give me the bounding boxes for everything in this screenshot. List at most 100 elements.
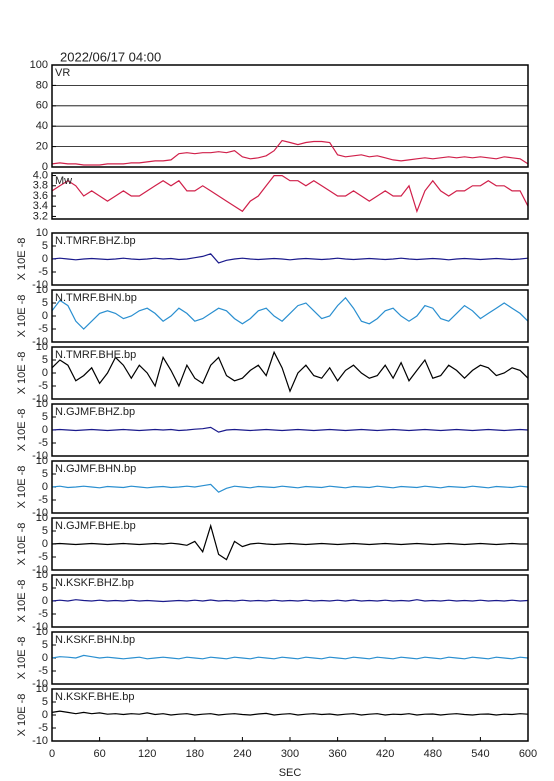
panel-label: N.GJMF.BHE.bp [55, 520, 136, 532]
panel-frame [51, 64, 529, 168]
trace [51, 175, 529, 214]
y-tick-label: 5 [42, 696, 48, 708]
y-tick-label: 0 [42, 652, 48, 664]
x-axis-label: SEC [279, 767, 302, 779]
y-tick-label: -5 [38, 551, 48, 563]
y-tick-label: 3.6 [33, 190, 48, 202]
panel-frame [51, 574, 529, 628]
y-tick-label: 10 [36, 455, 48, 467]
y-tick-label: 10 [36, 284, 48, 296]
y-tick-label: 0 [42, 367, 48, 379]
y-tick-label: 10 [36, 227, 48, 239]
y-tick-label: 5 [42, 297, 48, 309]
y-tick-label: 40 [36, 120, 48, 132]
panel-frame [51, 289, 529, 343]
x-tick-label: 600 [519, 748, 537, 760]
y-tick-label: -5 [38, 437, 48, 449]
x-tick-label: 120 [138, 748, 156, 760]
y-tick-label: -10 [32, 564, 48, 576]
y-tick-label: -10 [32, 507, 48, 519]
trace [51, 654, 529, 660]
panel-frame [51, 346, 529, 400]
y-tick-label: 0 [42, 595, 48, 607]
x-tick-label: 480 [424, 748, 442, 760]
y-tick-label: -10 [32, 678, 48, 690]
y-tick-label: -10 [32, 279, 48, 291]
y-tick-label: 0 [42, 481, 48, 493]
y-axis-label: X 10E -8 [16, 637, 28, 680]
y-tick-label: 0 [42, 709, 48, 721]
y-tick-label: -5 [38, 266, 48, 278]
y-tick-label: -5 [38, 722, 48, 734]
chart-title: 2022/06/17 04:00 [60, 49, 161, 64]
y-tick-label: 5 [42, 468, 48, 480]
y-axis-label: X 10E -8 [16, 238, 28, 281]
y-tick-label: 10 [36, 683, 48, 695]
y-tick-label: 0 [42, 161, 48, 173]
y-axis-label: X 10E -8 [16, 466, 28, 509]
y-tick-label: -10 [32, 621, 48, 633]
x-tick-label: 240 [233, 748, 251, 760]
y-axis-label: X 10E -8 [16, 295, 28, 338]
panel-label: N.KSKF.BHN.bp [55, 634, 135, 646]
y-tick-label: 3.4 [33, 200, 48, 212]
y-tick-label: 80 [36, 79, 48, 91]
panel-frame [51, 460, 529, 514]
y-tick-label: 5 [42, 639, 48, 651]
y-tick-label: -5 [38, 323, 48, 335]
x-tick-label: 180 [186, 748, 204, 760]
y-tick-label: -5 [38, 380, 48, 392]
y-tick-label: 0 [42, 310, 48, 322]
panel-label: N.KSKF.BHZ.bp [55, 577, 134, 589]
x-tick-label: 540 [471, 748, 489, 760]
y-axis-label: X 10E -8 [16, 352, 28, 395]
trace [51, 523, 528, 561]
panel-label: N.GJMF.BHN.bp [55, 463, 136, 475]
y-axis-label: X 10E -8 [16, 580, 28, 623]
trace [51, 710, 529, 716]
x-tick-label: 0 [49, 748, 55, 760]
y-tick-label: -10 [32, 450, 48, 462]
y-tick-label: -10 [32, 393, 48, 405]
y-tick-label: -5 [38, 494, 48, 506]
y-tick-label: -10 [32, 735, 48, 747]
y-tick-label: 5 [42, 525, 48, 537]
panel-label: N.KSKF.BHE.bp [55, 691, 134, 703]
trace [51, 253, 529, 264]
trace [51, 350, 529, 393]
y-tick-label: 20 [36, 141, 48, 153]
y-axis-label: X 10E -8 [16, 523, 28, 566]
y-tick-label: 10 [36, 512, 48, 524]
y-tick-label: 10 [36, 341, 48, 353]
panel-label: N.TMRF.BHE.bp [55, 349, 136, 361]
y-tick-label: -5 [38, 608, 48, 620]
x-tick-label: 360 [328, 748, 346, 760]
y-tick-label: 10 [36, 626, 48, 638]
y-tick-label: -10 [32, 336, 48, 348]
panel-frame [51, 631, 529, 685]
panel-frame [51, 172, 529, 220]
y-tick-label: 10 [36, 569, 48, 581]
panel-frame [51, 403, 529, 457]
trace [51, 296, 529, 330]
x-tick-label: 300 [281, 748, 299, 760]
y-tick-label: 10 [36, 398, 48, 410]
y-tick-label: 5 [42, 240, 48, 252]
x-tick-label: 420 [376, 748, 394, 760]
y-axis-label: X 10E -8 [16, 409, 28, 452]
panel-frame [51, 232, 529, 286]
y-tick-label: 3.2 [33, 210, 48, 222]
y-tick-label: 3.8 [33, 180, 48, 192]
panel-label: N.TMRF.BHZ.bp [55, 235, 136, 247]
y-tick-label: 4.0 [33, 169, 48, 181]
y-tick-label: 60 [36, 100, 48, 112]
trace [51, 599, 529, 603]
trace [51, 426, 529, 433]
panel-frame [51, 517, 529, 571]
y-tick-label: 0 [42, 424, 48, 436]
trace [51, 483, 529, 493]
panel-label: N.TMRF.BHN.bp [55, 292, 137, 304]
panel-label: Mw [55, 175, 72, 187]
y-tick-label: 0 [42, 253, 48, 265]
panel-label: VR [55, 67, 70, 79]
